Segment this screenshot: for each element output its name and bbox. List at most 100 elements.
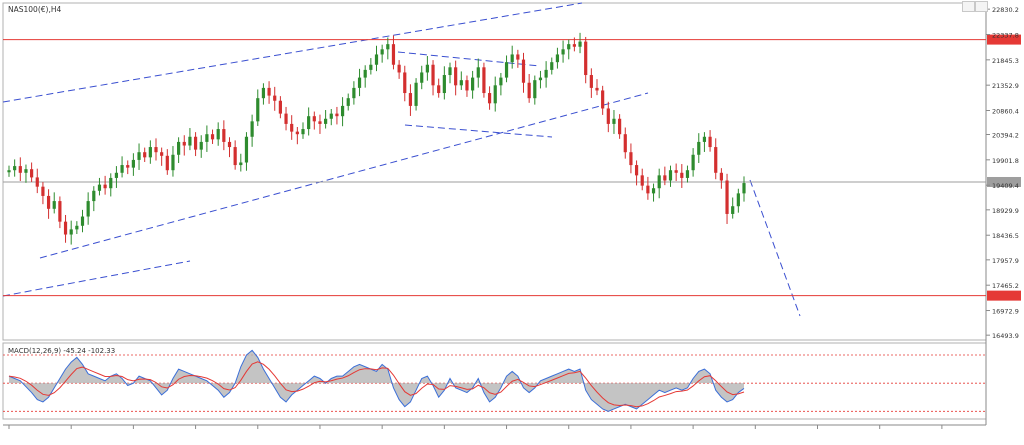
- candle: [301, 122, 305, 139]
- candle: [352, 81, 356, 105]
- candle: [493, 76, 497, 112]
- candle: [482, 62, 486, 98]
- candle-body: [634, 165, 639, 176]
- price-tag-bg-1: [987, 176, 1021, 187]
- candle-body: [346, 98, 350, 106]
- candle-body: [86, 201, 90, 217]
- candle: [92, 186, 96, 212]
- minimize-button[interactable]: [962, 1, 975, 12]
- candle: [188, 128, 192, 151]
- candle-body: [30, 169, 34, 178]
- candle: [702, 132, 707, 152]
- trendline-3: [397, 51, 541, 67]
- candle-body: [533, 80, 537, 99]
- candle: [487, 86, 492, 110]
- candle-body: [386, 44, 390, 50]
- candle: [471, 70, 475, 99]
- candle-body: [708, 136, 712, 148]
- candle: [143, 147, 147, 162]
- candle-body: [103, 184, 107, 189]
- macd-label: MACD(12,26,9) -45.24 -102.33: [8, 347, 115, 355]
- price-tick-label: 17465.2: [992, 282, 1019, 290]
- candle: [476, 58, 480, 88]
- time-axis: [8, 425, 943, 429]
- candle: [357, 68, 362, 97]
- price-tick-label: 19901.8: [992, 157, 1019, 165]
- candle: [177, 137, 181, 164]
- candle-body: [431, 64, 435, 86]
- candle-body: [273, 95, 277, 101]
- candle-body: [697, 141, 701, 155]
- candle: [312, 111, 316, 130]
- candle: [538, 70, 543, 89]
- candle: [397, 60, 401, 79]
- candle-body: [63, 221, 68, 235]
- candle: [567, 39, 571, 60]
- candle-body: [685, 170, 690, 178]
- price-tick-label: 16493.9: [992, 332, 1019, 340]
- candle: [290, 115, 294, 140]
- maximize-button[interactable]: [975, 1, 988, 12]
- candle: [634, 160, 639, 186]
- candle-body: [567, 44, 571, 50]
- price-tick-label: 16972.9: [992, 308, 1019, 316]
- candle-body: [731, 206, 735, 214]
- candle-body: [284, 113, 288, 124]
- candle-body: [295, 131, 299, 135]
- candle: [521, 52, 526, 93]
- candle-body: [640, 175, 644, 186]
- candle-body: [18, 166, 22, 173]
- candle: [160, 147, 164, 166]
- candle-body: [58, 201, 62, 222]
- trendline-2: [2, 260, 191, 297]
- candle-body: [668, 170, 673, 181]
- candle: [697, 133, 701, 164]
- candle-body: [267, 87, 271, 96]
- candle: [680, 164, 684, 188]
- candle-body: [261, 87, 266, 99]
- candle-body: [471, 77, 475, 91]
- candle-body: [691, 154, 695, 171]
- candle-body: [160, 152, 164, 156]
- candle: [126, 160, 130, 175]
- candle: [273, 86, 277, 111]
- candle: [210, 129, 215, 144]
- candle: [250, 114, 254, 147]
- candle-body: [335, 113, 339, 117]
- candle: [448, 62, 452, 84]
- candle: [578, 32, 582, 54]
- candle: [114, 166, 119, 188]
- candle: [148, 140, 152, 164]
- candle-body: [154, 147, 158, 153]
- candle: [233, 140, 237, 170]
- price-tick-label: 22830.2: [992, 6, 1019, 14]
- candle: [719, 168, 723, 189]
- candle: [295, 126, 299, 145]
- candle-body: [555, 54, 560, 63]
- candle-body: [222, 129, 226, 142]
- candle-body: [403, 72, 407, 94]
- candle: [318, 114, 322, 134]
- candle-body: [52, 201, 56, 209]
- candle: [18, 157, 22, 182]
- candle: [222, 120, 226, 151]
- candle: [182, 135, 186, 156]
- candle: [171, 146, 175, 177]
- candle-body: [595, 87, 599, 91]
- candle: [41, 182, 45, 205]
- candle-body: [46, 195, 51, 209]
- candle-body: [442, 75, 446, 94]
- candle-body: [425, 64, 429, 73]
- candle-body: [290, 123, 294, 132]
- candle: [651, 183, 656, 202]
- candle-body: [182, 141, 186, 146]
- candle-body: [80, 216, 85, 226]
- candle-body: [41, 186, 45, 196]
- candle-body: [143, 152, 147, 158]
- candle: [465, 75, 469, 97]
- candle-body: [250, 121, 254, 137]
- candle-body: [623, 134, 627, 153]
- macd-indicator: [3, 349, 986, 412]
